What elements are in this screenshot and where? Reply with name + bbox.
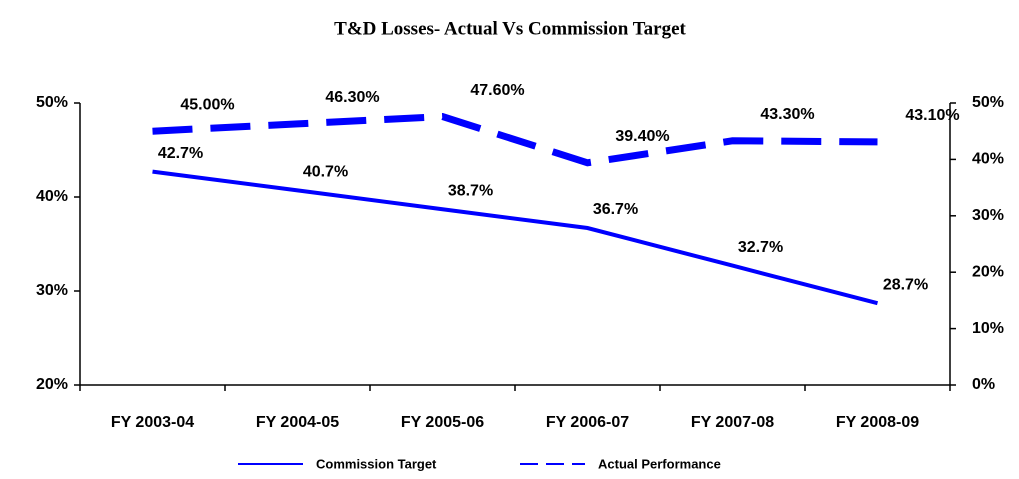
- y-tick-label: 30%: [36, 282, 68, 299]
- series-line: [152, 169, 879, 306]
- y-tick-label: 40%: [36, 188, 68, 205]
- legend-label: Commission Target: [316, 456, 437, 471]
- y2-tick-label: 40%: [972, 151, 1004, 168]
- y2-tick-label: 30%: [972, 207, 1004, 224]
- x-tick-label: FY 2003-04: [111, 414, 194, 431]
- y2-tick-label: 20%: [972, 263, 1004, 280]
- x-tick-label: FY 2004-05: [256, 414, 339, 431]
- y2-tick-label: 0%: [972, 376, 995, 393]
- chart-title: T&D Losses- Actual Vs Commission Target: [334, 18, 686, 39]
- data-label: 42.7%: [158, 145, 203, 162]
- data-label: 47.60%: [470, 82, 524, 99]
- data-label: 43.10%: [905, 107, 959, 124]
- data-label: 43.30%: [760, 106, 814, 123]
- series-line: [152, 113, 878, 167]
- data-label: 32.7%: [738, 239, 783, 256]
- y2-tick-label: 50%: [972, 94, 1004, 111]
- x-tick-label: FY 2007-08: [691, 414, 774, 431]
- data-label: 40.7%: [303, 164, 348, 181]
- data-label: 45.00%: [180, 96, 234, 113]
- y-tick-label: 20%: [36, 376, 68, 393]
- legend-label: Actual Performance: [598, 456, 721, 471]
- data-label: 46.30%: [325, 89, 379, 106]
- y2-tick-label: 10%: [972, 320, 1004, 337]
- x-tick-label: FY 2005-06: [401, 414, 484, 431]
- y-tick-label: 50%: [36, 94, 68, 111]
- x-tick-label: FY 2006-07: [546, 414, 629, 431]
- x-tick-label: FY 2008-09: [836, 414, 919, 431]
- data-label: 39.40%: [615, 128, 669, 145]
- data-label: 36.7%: [593, 201, 638, 218]
- data-label: 28.7%: [883, 276, 928, 293]
- data-label: 38.7%: [448, 182, 493, 199]
